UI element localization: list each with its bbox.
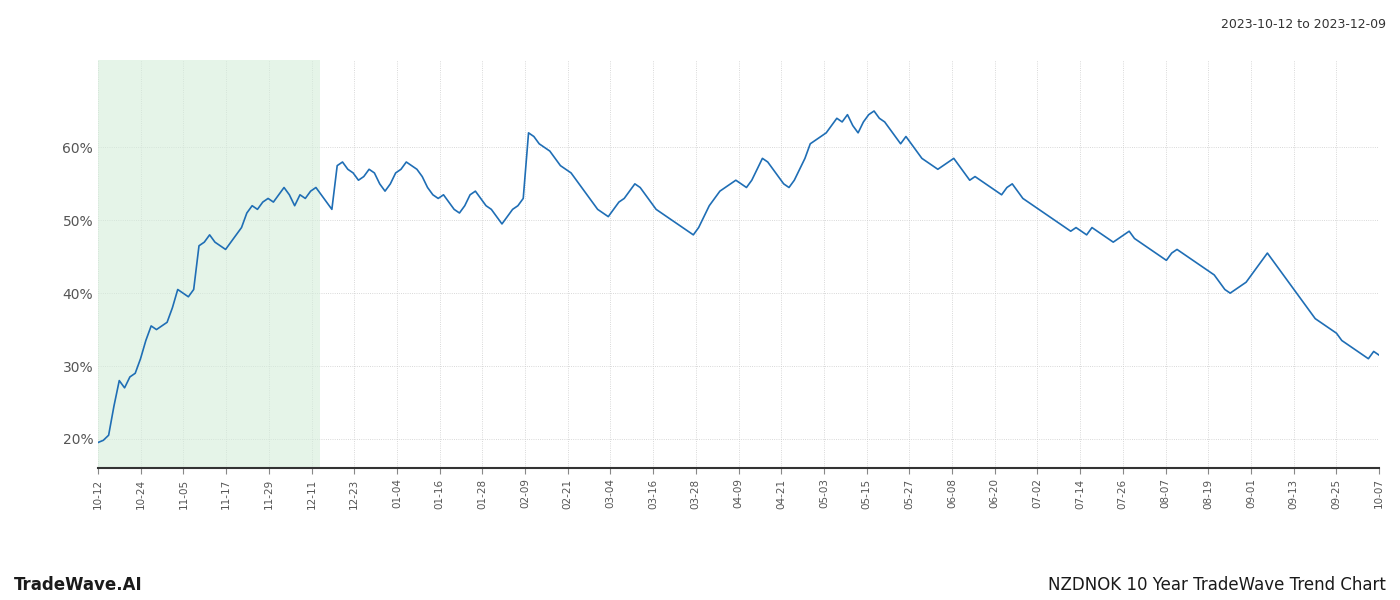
Text: 2023-10-12 to 2023-12-09: 2023-10-12 to 2023-12-09	[1221, 18, 1386, 31]
Text: NZDNOK 10 Year TradeWave Trend Chart: NZDNOK 10 Year TradeWave Trend Chart	[1049, 576, 1386, 594]
Text: TradeWave.AI: TradeWave.AI	[14, 576, 143, 594]
Bar	[98, 60, 321, 468]
